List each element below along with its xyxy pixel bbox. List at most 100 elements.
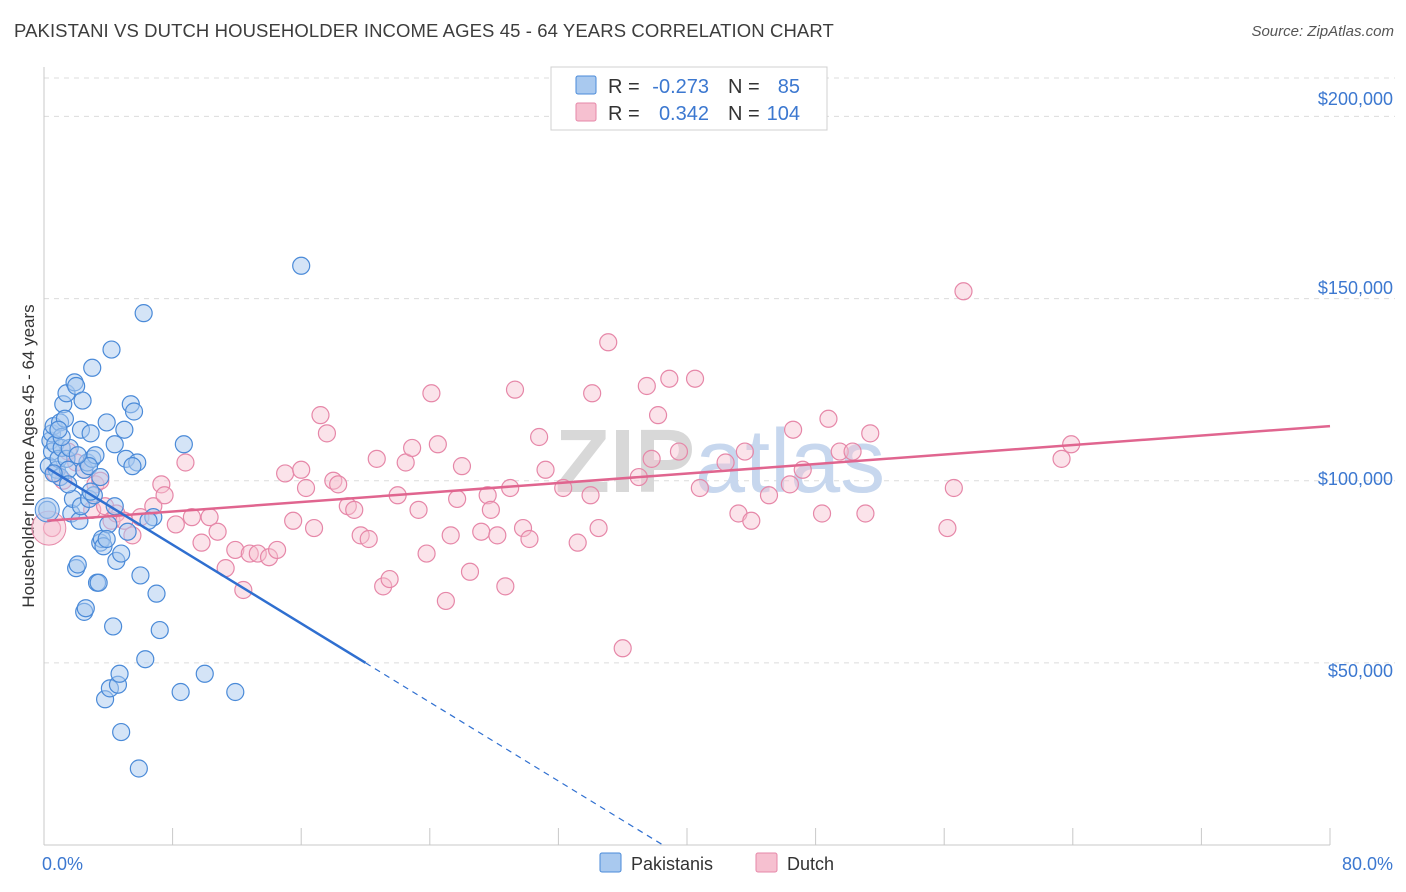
dutch-point [176,453,195,472]
dutch-point [599,333,618,352]
dutch-point [359,529,378,549]
pakistani-point [104,617,123,636]
dutch-point [296,478,316,498]
dutch-point [856,504,875,523]
dutch-point [182,508,201,527]
trend-lines [46,424,1331,846]
y-axis-label: Householder Income Ages 45 - 64 years [19,304,38,607]
pakistani-point [118,522,137,541]
dutch-point [642,449,661,468]
gridlines [44,77,1395,664]
dutch-point [292,460,311,479]
pakistani-point [115,420,134,439]
pakistani-point [79,457,99,476]
x-tick-label-min: 0.0% [42,854,83,874]
dutch-point [448,489,467,509]
dutch-point [583,384,602,403]
dutch-point [317,424,337,443]
pakistani-point [68,555,87,574]
pakistani-point [174,435,193,454]
x-tick-marks [43,828,1331,845]
dutch-point [380,569,399,589]
pakistani-point [292,256,311,275]
dutch-point [166,515,185,534]
pakistani-point [83,358,102,377]
dutch-point [954,282,973,301]
y-tick-label-150000: $150,000 [1318,278,1393,298]
legend-r-value-2: 0.342 [659,103,709,125]
pakistani-point [136,650,155,669]
dutch-point [759,486,779,505]
pakistani-point [49,420,68,439]
dutch-point [536,460,555,479]
pakistani-point [68,446,87,465]
dutch-point [742,511,761,530]
y-tick-label-100000: $100,000 [1318,469,1393,489]
chart-title: PAKISTANI VS DUTCH HOUSEHOLDER INCOME AG… [14,20,834,41]
y-tick-label-50000: $50,000 [1328,661,1393,681]
pakistani-point [81,424,100,443]
dutch-point [716,453,735,472]
dutch-point [304,518,324,538]
dutch-point [441,526,460,545]
bottom-legend-swatch-pakistanis [599,852,622,873]
dutch-point [155,486,174,505]
dutch-point [284,511,303,530]
dutch-point [1052,449,1071,468]
source-label: Source: ZipAtlas.com [1251,23,1394,40]
pakistani-point [89,573,108,592]
dutch-point [481,500,500,519]
dutch-point [403,438,422,458]
pakistani-point [112,544,131,563]
pakistani-point [134,304,153,323]
pakistani-point [124,402,144,421]
dutch-trend-line [47,424,1331,523]
pakistani-point [147,584,166,603]
dutch-point [530,427,549,447]
dutch-point [428,435,447,454]
dutch-point [944,478,963,498]
bottom-legend-swatch-dutch [755,852,778,873]
y-tick-label-200000: $200,000 [1318,89,1393,109]
dutch-point [690,478,709,498]
x-tick-label-max: 80.0% [1342,854,1393,874]
dutch-point [938,518,957,538]
dutch-point [422,384,441,403]
dutch-point [478,486,497,505]
pakistani-point [112,722,131,742]
dutch-point [589,518,608,538]
pakistani-point [97,413,116,432]
series-legend: Pakistanis Dutch [599,852,834,874]
dutch-point [648,406,668,425]
dutch-point [513,518,533,538]
dutch-point [783,420,803,439]
dutch-point [843,442,862,461]
dutch-point [152,475,171,494]
dutch-point [460,562,480,581]
legend-swatch-dutch [575,102,597,122]
dutch-point [568,533,587,552]
dutch-point [311,406,330,425]
pakistani-point [123,457,142,476]
dutch-point [374,577,393,596]
watermark-zip: ZIP [555,412,695,512]
dutch-point [208,522,227,541]
dutch-point [660,369,679,388]
pakistani-trend-extension [365,662,664,846]
pakistani-point [73,391,92,410]
dutch-point [226,540,245,560]
legend-box [550,66,828,131]
dutch-point [452,457,472,476]
bottom-legend-label-pakistanis: Pakistanis [631,854,713,874]
dutch-point [685,369,705,388]
legend-swatch-pakistani [575,75,597,95]
dutch-point [329,475,348,494]
pakistani-point [91,467,110,487]
legend-r-label-1: R = [608,76,640,98]
bottom-legend-label-dutch: Dutch [787,854,834,874]
pakistani-point [59,475,78,494]
pakistani-series [34,256,311,778]
pakistani-point [226,682,245,702]
dutch-series [31,282,1081,658]
